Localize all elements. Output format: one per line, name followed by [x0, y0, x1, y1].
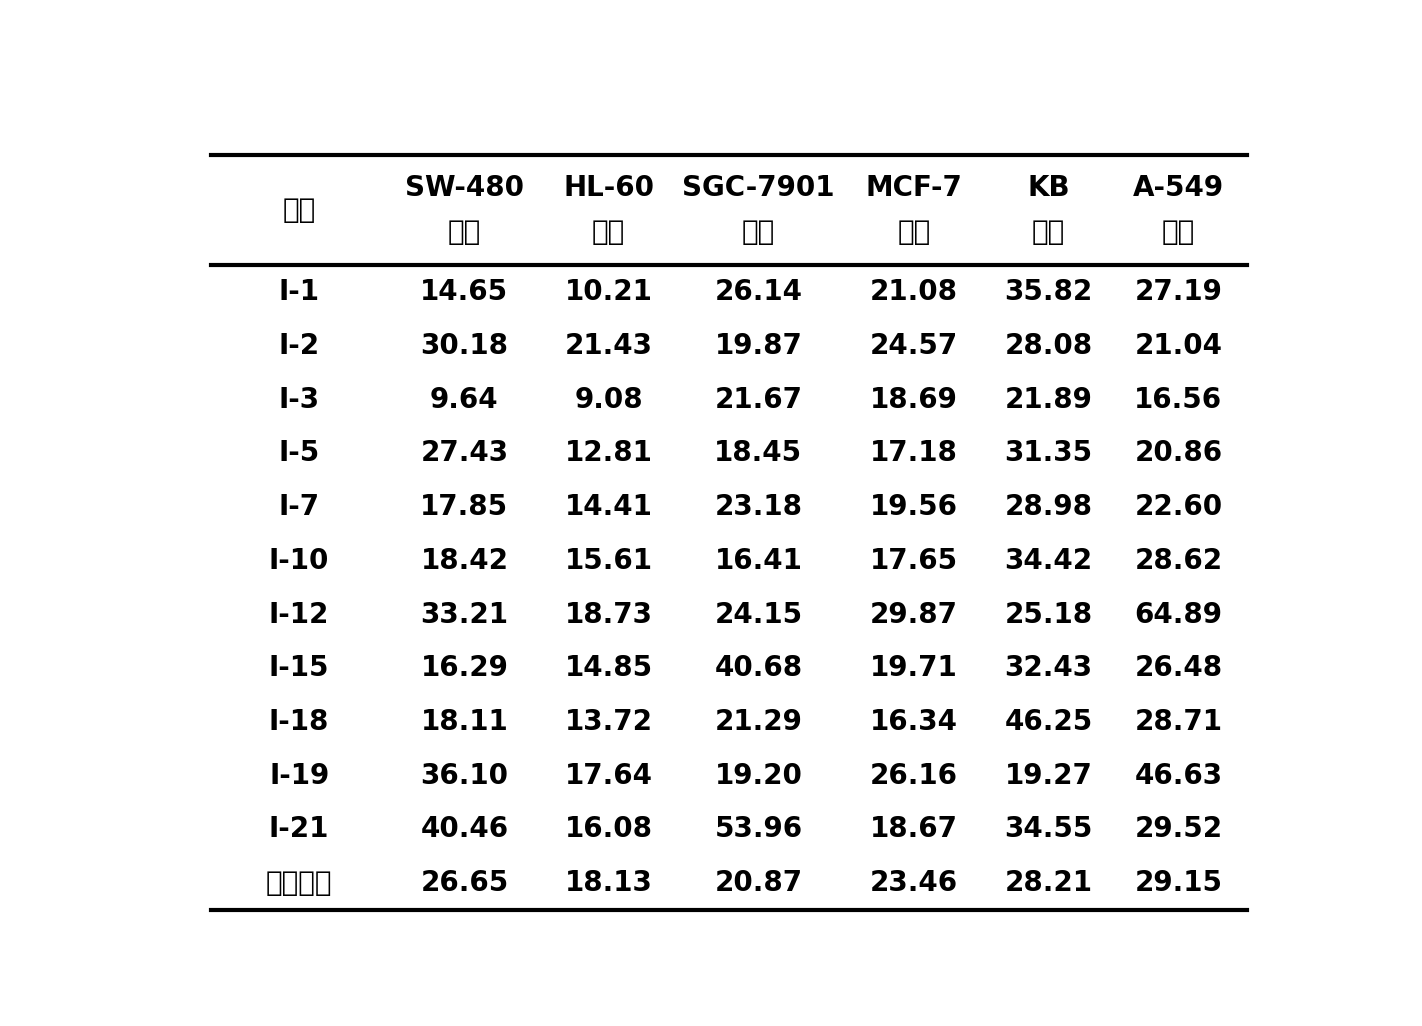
Text: 40.68: 40.68 — [714, 655, 802, 682]
Text: 53.96: 53.96 — [714, 816, 802, 843]
Text: 26.14: 26.14 — [714, 278, 802, 306]
Text: 15.61: 15.61 — [565, 547, 653, 575]
Text: 12.81: 12.81 — [565, 439, 653, 468]
Text: 22.60: 22.60 — [1135, 494, 1223, 521]
Text: 32.43: 32.43 — [1004, 655, 1092, 682]
Text: 16.41: 16.41 — [714, 547, 802, 575]
Text: I-19: I-19 — [269, 761, 330, 790]
Text: 19.71: 19.71 — [870, 655, 958, 682]
Text: 10.21: 10.21 — [565, 278, 653, 306]
Text: 细胞: 细胞 — [592, 219, 626, 246]
Text: 9.08: 9.08 — [574, 386, 643, 413]
Text: 21.08: 21.08 — [870, 278, 958, 306]
Text: 29.52: 29.52 — [1135, 816, 1223, 843]
Text: 14.65: 14.65 — [421, 278, 509, 306]
Text: 细胞: 细胞 — [1162, 219, 1194, 246]
Text: 18.13: 18.13 — [565, 869, 653, 897]
Text: 21.04: 21.04 — [1135, 331, 1223, 360]
Text: 细胞: 细胞 — [897, 219, 930, 246]
Text: I-3: I-3 — [279, 386, 320, 413]
Text: 20.87: 20.87 — [714, 869, 802, 897]
Text: 18.45: 18.45 — [714, 439, 802, 468]
Text: I-7: I-7 — [279, 494, 320, 521]
Text: I-1: I-1 — [279, 278, 320, 306]
Text: HL-60: HL-60 — [563, 173, 654, 202]
Text: 29.15: 29.15 — [1135, 869, 1223, 897]
Text: 34.55: 34.55 — [1004, 816, 1092, 843]
Text: 13.72: 13.72 — [565, 708, 653, 736]
Text: I-18: I-18 — [269, 708, 330, 736]
Text: 16.08: 16.08 — [565, 816, 653, 843]
Text: 19.20: 19.20 — [714, 761, 802, 790]
Text: 18.67: 18.67 — [870, 816, 958, 843]
Text: 17.85: 17.85 — [421, 494, 509, 521]
Text: I-5: I-5 — [279, 439, 320, 468]
Text: 34.42: 34.42 — [1004, 547, 1092, 575]
Text: 46.63: 46.63 — [1135, 761, 1223, 790]
Text: 28.98: 28.98 — [1004, 494, 1092, 521]
Text: 26.65: 26.65 — [421, 869, 509, 897]
Text: 19.87: 19.87 — [714, 331, 802, 360]
Text: 23.18: 23.18 — [714, 494, 802, 521]
Text: 细胞: 细胞 — [1032, 219, 1065, 246]
Text: 18.69: 18.69 — [870, 386, 958, 413]
Text: MCF-7: MCF-7 — [866, 173, 963, 202]
Text: 36.10: 36.10 — [421, 761, 509, 790]
Text: 23.46: 23.46 — [870, 869, 958, 897]
Text: 35.82: 35.82 — [1004, 278, 1092, 306]
Text: 18.73: 18.73 — [565, 600, 653, 629]
Text: 26.16: 26.16 — [870, 761, 958, 790]
Text: 30.18: 30.18 — [421, 331, 509, 360]
Text: 64.89: 64.89 — [1135, 600, 1223, 629]
Text: 14.85: 14.85 — [565, 655, 653, 682]
Text: 18.42: 18.42 — [421, 547, 509, 575]
Text: 29.87: 29.87 — [870, 600, 958, 629]
Text: 28.71: 28.71 — [1135, 708, 1223, 736]
Text: 21.67: 21.67 — [714, 386, 802, 413]
Text: 16.29: 16.29 — [421, 655, 508, 682]
Text: 27.43: 27.43 — [421, 439, 509, 468]
Text: 17.18: 17.18 — [870, 439, 958, 468]
Text: I-12: I-12 — [269, 600, 330, 629]
Text: 17.65: 17.65 — [870, 547, 958, 575]
Text: 24.15: 24.15 — [714, 600, 802, 629]
Text: 28.08: 28.08 — [1004, 331, 1092, 360]
Text: 14.41: 14.41 — [565, 494, 653, 521]
Text: 25.18: 25.18 — [1004, 600, 1092, 629]
Text: 19.56: 19.56 — [870, 494, 958, 521]
Text: 18.11: 18.11 — [421, 708, 508, 736]
Text: I-15: I-15 — [269, 655, 330, 682]
Text: 21.29: 21.29 — [714, 708, 802, 736]
Text: 9.64: 9.64 — [429, 386, 499, 413]
Text: 20.86: 20.86 — [1135, 439, 1223, 468]
Text: 46.25: 46.25 — [1004, 708, 1092, 736]
Text: I-21: I-21 — [269, 816, 330, 843]
Text: SW-480: SW-480 — [405, 173, 523, 202]
Text: 26.48: 26.48 — [1135, 655, 1223, 682]
Text: KB: KB — [1027, 173, 1069, 202]
Text: 氟尿噄啊: 氟尿噄啊 — [266, 869, 333, 897]
Text: 17.64: 17.64 — [565, 761, 653, 790]
Text: A-549: A-549 — [1133, 173, 1224, 202]
Text: 细胞: 细胞 — [742, 219, 775, 246]
Text: 21.89: 21.89 — [1004, 386, 1092, 413]
Text: SGC-7901: SGC-7901 — [683, 173, 835, 202]
Text: 21.43: 21.43 — [565, 331, 653, 360]
Text: 19.27: 19.27 — [1004, 761, 1092, 790]
Text: I-2: I-2 — [279, 331, 320, 360]
Text: 27.19: 27.19 — [1135, 278, 1223, 306]
Text: 组别: 组别 — [283, 196, 316, 224]
Text: 31.35: 31.35 — [1004, 439, 1092, 468]
Text: 28.62: 28.62 — [1135, 547, 1223, 575]
Text: 40.46: 40.46 — [421, 816, 509, 843]
Text: 24.57: 24.57 — [870, 331, 958, 360]
Text: 细胞: 细胞 — [448, 219, 481, 246]
Text: I-10: I-10 — [269, 547, 330, 575]
Text: 16.56: 16.56 — [1135, 386, 1223, 413]
Text: 28.21: 28.21 — [1004, 869, 1092, 897]
Text: 16.34: 16.34 — [870, 708, 958, 736]
Text: 33.21: 33.21 — [421, 600, 509, 629]
